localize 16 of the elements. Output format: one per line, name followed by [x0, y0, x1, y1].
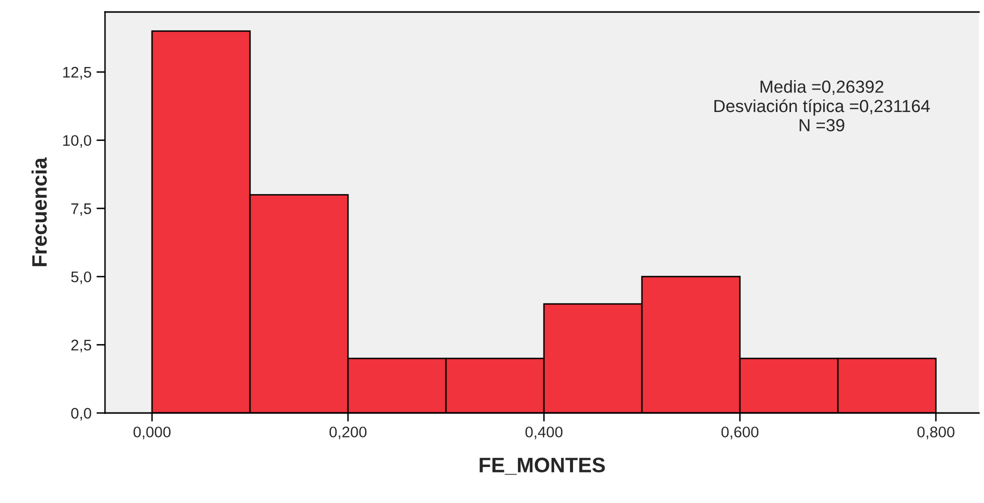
y-tick-label: 5,0	[71, 271, 92, 284]
y-tick-label: 2,5	[71, 340, 92, 352]
x-tick-label: 0,800	[917, 426, 954, 440]
annotation: Desviación típica =0,231164	[714, 99, 930, 116]
y-tick-label: 12,5	[63, 66, 92, 80]
y-tick-label: 0,0	[71, 408, 92, 420]
annotation: N =39	[800, 119, 844, 132]
x-tick-label: 0,400	[525, 426, 562, 440]
x-tick-label: 0,600	[721, 426, 758, 440]
y-tick-label: 10,0	[63, 135, 92, 148]
x-axis-title: FE_MONTES	[480, 458, 605, 475]
x-tick-label: 0,200	[329, 426, 367, 440]
annotation: Media =0,26392	[760, 80, 884, 95]
y-axis-title: Frecuencia	[32, 157, 47, 266]
x-tick-label: 0,000	[134, 426, 171, 440]
y-tick-label: 7,5	[71, 203, 92, 216]
